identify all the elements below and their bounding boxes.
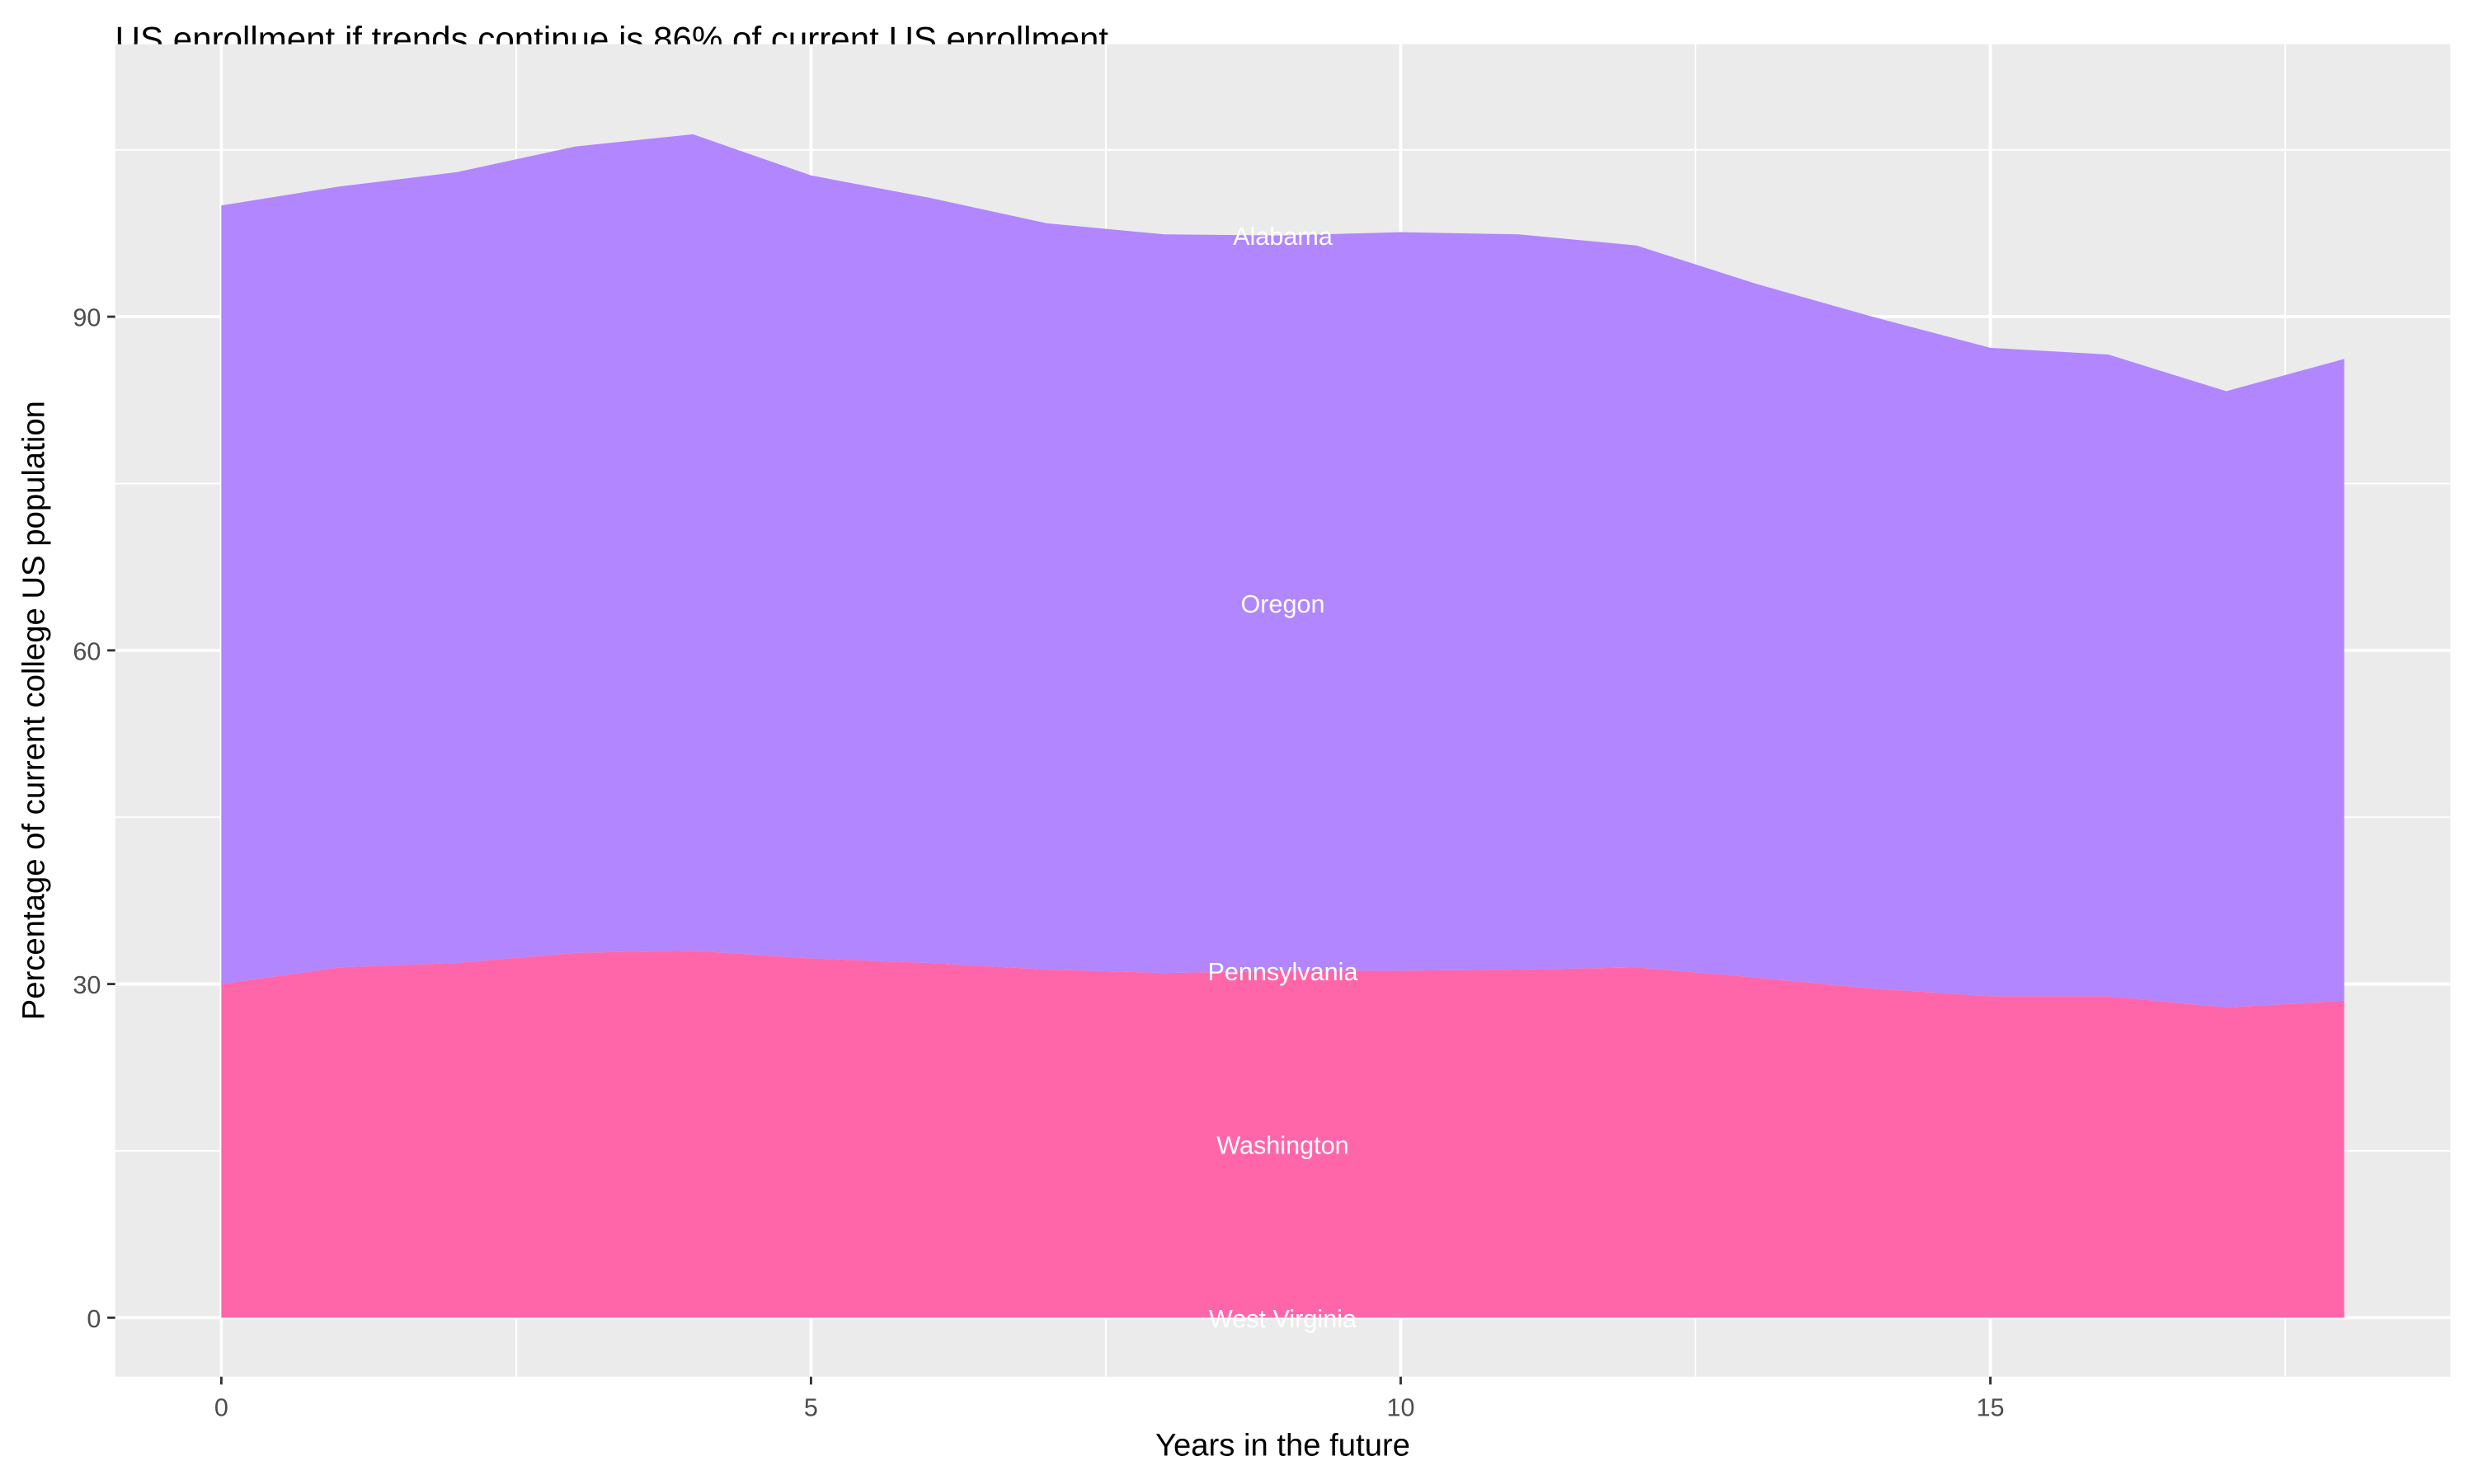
x-tick-label: 0 <box>214 1394 228 1422</box>
y-tick-label: 60 <box>73 637 101 665</box>
x-tick-label: 10 <box>1386 1394 1414 1422</box>
series-labels: West Virginia Washington Pennsylvania Orego… <box>1207 223 1358 1333</box>
y-tick-label: 0 <box>87 1305 101 1333</box>
axes: 0 5 10 15 0 30 60 90 <box>73 304 2004 1422</box>
areas <box>221 134 2345 1318</box>
area-washington <box>221 951 2345 1318</box>
series-label: Pennsylvania <box>1207 958 1358 986</box>
series-label: Alabama <box>1233 223 1333 251</box>
y-tick-label: 30 <box>73 971 101 999</box>
x-tick-label: 15 <box>1977 1394 2005 1422</box>
y-axis-label: Percentage of current college US populat… <box>16 401 52 1020</box>
area-oregon <box>221 134 2345 1007</box>
series-label: West Virginia <box>1209 1305 1357 1333</box>
y-tick-label: 90 <box>73 304 101 332</box>
series-label: Washington <box>1216 1131 1348 1159</box>
series-label: Oregon <box>1240 590 1324 618</box>
x-tick-label: 5 <box>804 1394 818 1422</box>
x-axis-label: Years in the future <box>1155 1428 1410 1463</box>
